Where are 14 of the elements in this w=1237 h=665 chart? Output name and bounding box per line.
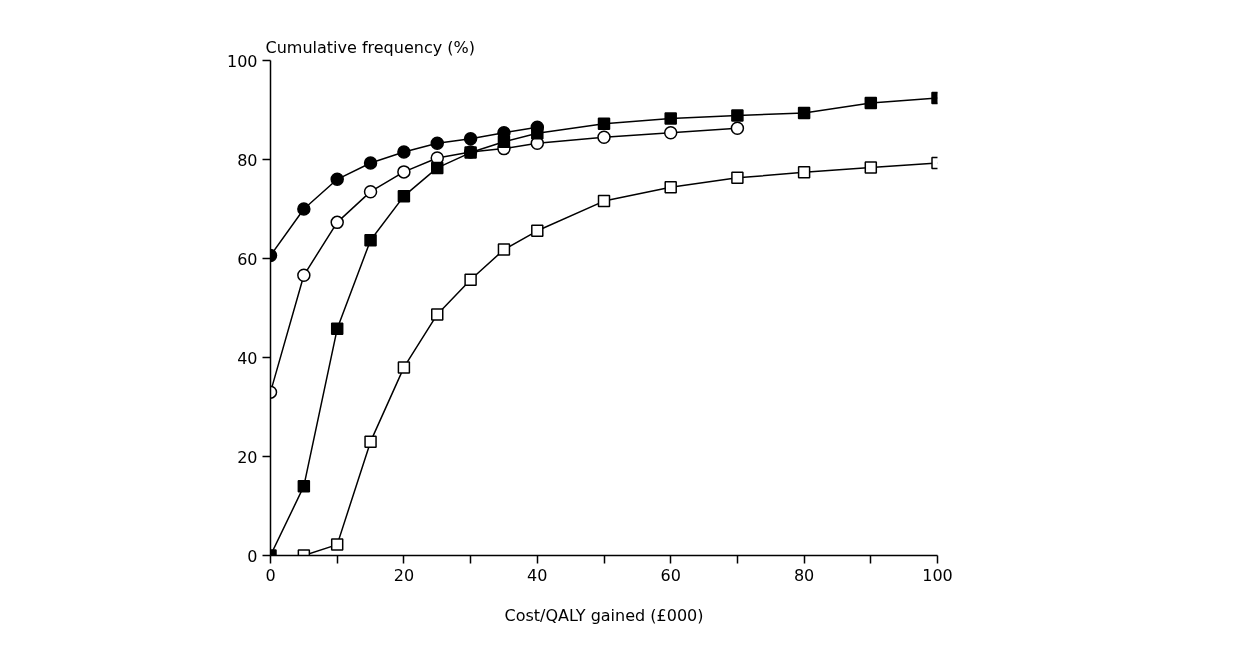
y-tick-label: 60 — [237, 249, 258, 269]
y-axis-title: Cumulative frequency (%) — [265, 37, 475, 57]
x-tick-label: 40 — [527, 565, 548, 585]
y-tick-label: 80 — [237, 150, 258, 170]
x-tick-label: 0 — [265, 565, 276, 585]
y-tick-label: 40 — [237, 348, 258, 368]
x-tick-label: 20 — [393, 565, 415, 585]
y-tick-label: 0 — [247, 546, 258, 566]
y-tick-label: 20 — [237, 447, 258, 467]
x-tick-label: 60 — [660, 565, 681, 585]
x-tick-label: 100 — [922, 565, 953, 585]
x-tick-label: 80 — [793, 565, 815, 585]
x-axis-title: Cost/QALY gained (£000) — [504, 605, 704, 625]
y-tick-label: 100 — [226, 51, 258, 71]
